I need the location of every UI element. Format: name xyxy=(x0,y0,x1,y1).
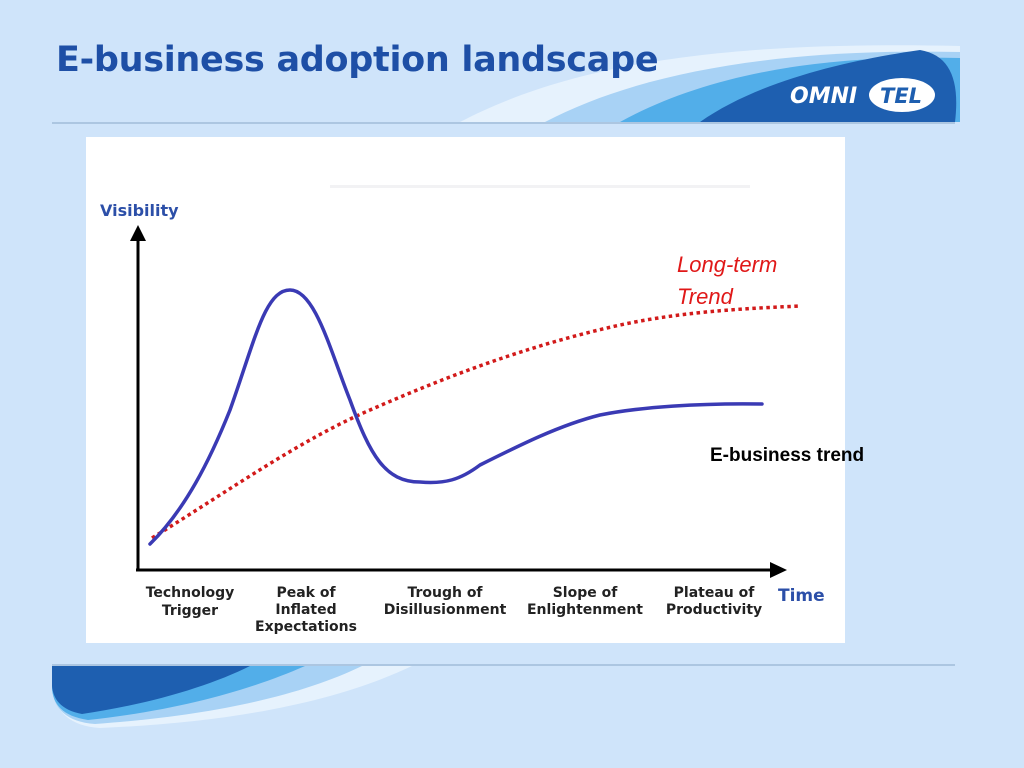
svg-text:Peak of: Peak of xyxy=(276,585,336,601)
svg-text:Plateau of: Plateau of xyxy=(674,585,756,601)
phase-label-trough-of-disillusionment: Trough of Disillusionment xyxy=(384,585,507,618)
svg-text:Enlightenment: Enlightenment xyxy=(527,602,643,618)
phase-label-peak-of-inflated-expectations: Peak of Inflated Expectations xyxy=(255,585,357,635)
phase-label-slope-of-enlightenment: Slope of Enlightenment xyxy=(527,585,643,618)
long-term-trend-line xyxy=(151,304,801,540)
logo-ellipse xyxy=(869,78,935,112)
y-axis-label: Visibility xyxy=(100,201,179,220)
svg-text:Slope of: Slope of xyxy=(553,585,619,601)
omnitel-logo: OMNI TEL xyxy=(790,78,935,112)
bottom-swoosh-dark xyxy=(52,666,250,714)
svg-text:Inflated: Inflated xyxy=(275,602,336,618)
long-term-trend-label-line-2: Trend xyxy=(677,284,733,309)
logo-text-tel: TEL xyxy=(880,84,922,108)
hype-cycle-chart: Visibility Time Technology Trigger Peak … xyxy=(86,137,845,643)
long-term-trend-label-line-1: Long-term xyxy=(677,252,778,277)
y-axis-arrowhead xyxy=(130,225,146,241)
e-business-trend-line xyxy=(148,288,764,546)
figure-smudge xyxy=(330,185,750,188)
x-axis-arrowhead xyxy=(770,562,787,578)
svg-text:Disillusionment: Disillusionment xyxy=(384,602,507,618)
logo-text-omni: OMNI xyxy=(790,84,857,109)
slide-title: E-business adoption landscape xyxy=(56,40,659,80)
svg-text:Productivity: Productivity xyxy=(666,602,762,618)
long-term-trend-label: Long-term Trend xyxy=(677,249,777,313)
e-business-trend-label: E-business trend xyxy=(710,445,865,466)
phase-label-plateau-of-productivity: Plateau of Productivity xyxy=(666,585,762,618)
svg-text:Trigger: Trigger xyxy=(162,603,218,619)
phase-label-technology-trigger: Technology Trigger xyxy=(146,585,235,619)
hype-cycle-svg: Visibility Time Technology Trigger Peak … xyxy=(100,185,825,635)
svg-text:Technology: Technology xyxy=(146,585,235,601)
x-axis-label: Time xyxy=(778,586,825,606)
svg-text:Expectations: Expectations xyxy=(255,619,357,635)
svg-text:Trough of: Trough of xyxy=(407,585,483,601)
